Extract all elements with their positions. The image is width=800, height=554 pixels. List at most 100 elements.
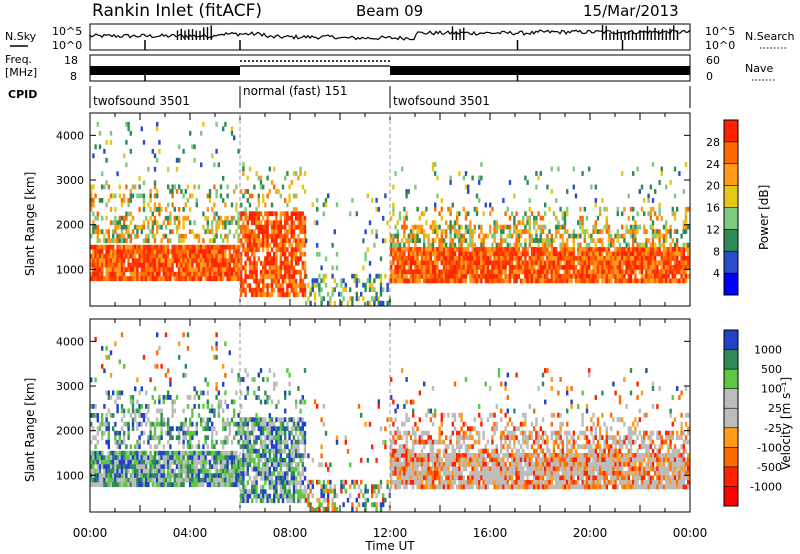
echo-cell (167, 258, 170, 264)
echo-cell (200, 468, 203, 474)
echo-cell (186, 395, 190, 400)
echo-cell (440, 198, 443, 203)
echo-cell (129, 450, 132, 456)
echo-cell (200, 482, 203, 488)
echo-cell (268, 260, 271, 266)
echo-cell (684, 274, 688, 279)
echo-cell (138, 464, 141, 470)
echo-cell (257, 211, 260, 217)
echo-cell (242, 283, 245, 289)
echo-cell (425, 260, 428, 266)
echo-cell (109, 271, 113, 277)
echo-cell (156, 258, 159, 264)
echo-cell (217, 468, 220, 474)
echo-cell (233, 233, 236, 239)
echo-cell (682, 224, 685, 230)
echo-cell (284, 448, 287, 454)
echo-cell (301, 395, 304, 400)
echo-cell (233, 421, 236, 427)
echo-cell (101, 271, 104, 277)
echo-cell (412, 475, 415, 481)
echo-cell (138, 473, 141, 479)
echo-cell (222, 224, 225, 230)
echo-cell (153, 473, 157, 479)
echo-cell (140, 386, 143, 392)
echo-cell (541, 215, 545, 221)
echo-cell (634, 265, 637, 270)
echo-cell (355, 291, 358, 297)
echo-cell (471, 229, 474, 234)
echo-cell (583, 260, 586, 266)
echo-cell (169, 473, 172, 479)
echo-cell (420, 274, 424, 279)
echo-cell (208, 482, 212, 488)
echo-cell (195, 262, 198, 268)
echo-cell (180, 276, 183, 282)
echo-cell (270, 256, 274, 262)
echo-cell (295, 193, 298, 199)
echo-cell (178, 224, 181, 230)
echo-cell (550, 256, 553, 261)
echo-cell (588, 278, 591, 284)
echo-cell (244, 493, 247, 499)
echo-cell (295, 224, 298, 230)
echo-cell (105, 180, 108, 186)
echo-cell (669, 229, 672, 234)
echo-cell (195, 421, 198, 427)
echo-cell (215, 464, 218, 470)
echo-cell (204, 426, 207, 432)
echo-cell (335, 439, 339, 445)
echo-cell (202, 468, 205, 474)
echo-cell (409, 475, 413, 481)
echo-cell (145, 404, 148, 409)
noise-left-label: N.Sky (5, 30, 37, 43)
echo-cell (125, 229, 128, 235)
echo-cell (649, 215, 652, 221)
echo-cell (228, 244, 231, 250)
echo-cell (129, 130, 132, 136)
echo-cell (158, 253, 161, 259)
echo-cell (398, 215, 402, 221)
echo-cell (264, 229, 267, 235)
echo-cell (211, 238, 214, 244)
echo-cell (453, 278, 457, 284)
echo-cell (513, 242, 516, 248)
echo-cell (447, 278, 450, 284)
echo-cell (486, 247, 490, 252)
echo-cell (303, 269, 307, 275)
echo-cell (420, 466, 424, 472)
echo-cell (94, 253, 97, 259)
echo-cell (489, 251, 492, 257)
echo-cell (420, 251, 424, 257)
echo-cell (638, 265, 641, 270)
echo-cell (434, 229, 437, 234)
freq-label-2: [MHz] (5, 66, 37, 79)
echo-cell (255, 238, 258, 244)
echo-cell (219, 193, 223, 199)
echo-cell (344, 282, 347, 288)
echo-cell (355, 506, 358, 512)
echo-cell (169, 267, 172, 273)
echo-cell (390, 278, 393, 284)
echo-cell (405, 475, 408, 481)
echo-cell (405, 211, 408, 217)
echo-cell (656, 274, 659, 279)
echo-cell (270, 457, 274, 463)
echo-cell (333, 287, 336, 293)
echo-cell (515, 224, 518, 230)
echo-cell (535, 269, 538, 275)
echo-cell (511, 256, 514, 261)
echo-cell (394, 484, 397, 490)
echo-cell (134, 477, 137, 483)
echo-cell (193, 430, 196, 436)
echo-cell (605, 215, 608, 221)
echo-cell (186, 271, 190, 277)
echo-cell (284, 435, 287, 441)
echo-cell (127, 435, 130, 441)
echo-cell (279, 265, 282, 271)
echo-cell (684, 224, 688, 230)
echo-cell (464, 269, 468, 275)
echo-cell (412, 274, 415, 279)
echo-cell (396, 229, 399, 234)
echo-cell (158, 224, 161, 230)
